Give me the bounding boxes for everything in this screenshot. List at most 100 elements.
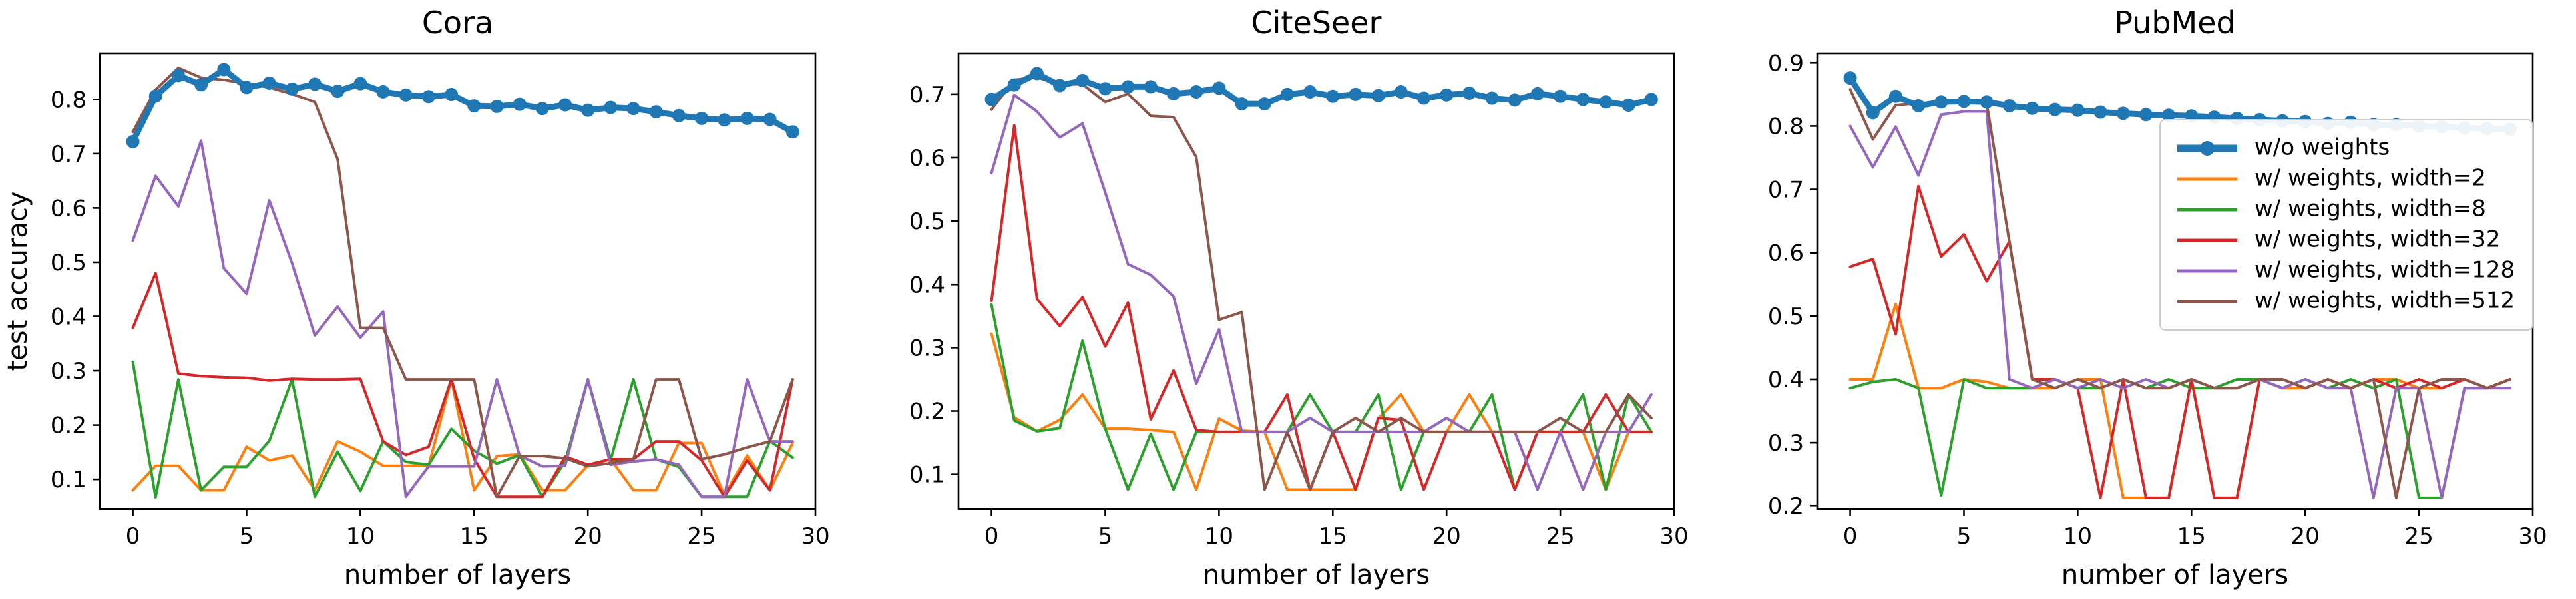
- data-point-marker: [1843, 71, 1857, 85]
- legend-label-1: w/ weights, width=2: [2254, 165, 2486, 192]
- y-tick-label: 0.5: [1768, 303, 1804, 330]
- y-tick-label: 0.4: [51, 304, 87, 331]
- y-tick-label: 0.3: [909, 335, 945, 361]
- data-point-marker: [376, 85, 390, 99]
- series-line-w-weights-width-128: [131, 139, 794, 499]
- series-line-w-weights-width-2: [131, 378, 794, 497]
- y-axis-label: test accuracy: [3, 192, 33, 371]
- y-tick-label: 0.7: [1768, 177, 1804, 204]
- data-point-marker: [126, 134, 140, 148]
- x-tick-label: 0: [984, 523, 999, 550]
- series-line-w-weights-width-128: [990, 93, 1653, 491]
- x-tick-label: 15: [1319, 523, 1347, 550]
- data-point-marker: [513, 97, 527, 111]
- data-point-marker: [1371, 89, 1385, 102]
- x-tick-label: 25: [687, 523, 716, 550]
- x-tick-label: 5: [240, 523, 254, 550]
- data-point-marker: [1394, 85, 1408, 99]
- panel-title: CiteSeer: [1251, 5, 1382, 41]
- data-point-marker: [558, 98, 572, 112]
- x-tick-label: 5: [1098, 523, 1113, 550]
- data-point-marker: [194, 78, 208, 92]
- y-tick-label: 0.6: [51, 195, 87, 222]
- y-tick-label: 0.5: [51, 250, 87, 276]
- data-point-marker: [785, 125, 799, 139]
- data-point-marker: [2048, 102, 2062, 116]
- y-tick-label: 0.4: [1768, 367, 1804, 393]
- y-tick-label: 0.4: [909, 272, 945, 298]
- chart-panel-pubmed: PubMed 0.2 0.3 0.4 0.5 0.6 0.7 0.8 0.9 0 5 10 15 20 25…: [1717, 0, 2576, 599]
- x-tick-label: 0: [1843, 523, 1858, 550]
- data-point-marker: [1644, 93, 1658, 106]
- x-tick-label: 20: [2291, 523, 2320, 550]
- data-point-marker: [2071, 103, 2085, 117]
- data-point-marker: [1326, 89, 1340, 103]
- y-tick-label: 0.8: [1768, 113, 1804, 140]
- data-point-marker: [1053, 79, 1067, 93]
- legend-label-2: w/ weights, width=8: [2254, 196, 2486, 222]
- data-point-marker: [1098, 82, 1112, 96]
- data-point-marker: [2002, 99, 2016, 112]
- legend-label-5: w/ weights, width=512: [2254, 288, 2515, 314]
- data-point-marker: [285, 82, 299, 96]
- y-tick-label: 0.7: [51, 141, 87, 168]
- series-line-w-weights-width-32: [1848, 184, 2511, 499]
- x-tick-label: 30: [2518, 523, 2547, 550]
- data-point-marker: [445, 87, 459, 101]
- data-point-marker: [1167, 87, 1181, 100]
- data-point-marker: [1212, 81, 1226, 95]
- y-tick-label: 0.2: [51, 413, 87, 439]
- panel-title: Cora: [422, 5, 493, 41]
- x-tick-label: 15: [2177, 523, 2206, 550]
- x-tick-label: 0: [126, 523, 140, 550]
- x-axis-label: number of layers: [1203, 560, 1430, 590]
- x-tick-label: 30: [801, 523, 829, 550]
- data-point-marker: [1280, 87, 1294, 101]
- data-point-marker: [1508, 93, 1522, 107]
- data-point-marker: [672, 108, 686, 122]
- data-point-marker: [490, 99, 504, 113]
- data-point-marker: [1485, 91, 1499, 105]
- data-point-marker: [1554, 89, 1568, 103]
- data-point-marker: [353, 77, 367, 91]
- data-point-marker: [2093, 105, 2107, 119]
- legend-marker-0: [2200, 141, 2215, 156]
- series-line-w-weights-width-2: [1848, 302, 2511, 499]
- data-point-marker: [1576, 93, 1590, 106]
- legend-label-3: w/ weights, width=32: [2254, 226, 2501, 253]
- data-point-marker: [1621, 99, 1635, 112]
- y-tick-label: 0.9: [1768, 50, 1804, 77]
- data-point-marker: [1257, 97, 1271, 111]
- data-point-marker: [1440, 88, 1454, 102]
- data-point-marker: [2162, 108, 2176, 122]
- x-tick-label: 10: [346, 523, 375, 550]
- x-tick-label: 25: [2404, 523, 2433, 550]
- data-point-marker: [148, 89, 162, 103]
- y-tick-label: 0.2: [1768, 493, 1804, 520]
- data-point-marker: [1189, 85, 1203, 99]
- data-point-marker: [1530, 87, 1544, 100]
- series-line-w-weights-width-32: [990, 124, 1653, 491]
- data-point-marker: [718, 113, 732, 127]
- panel-title: PubMed: [2114, 5, 2235, 41]
- data-point-marker: [763, 112, 777, 126]
- x-tick-label: 25: [1546, 523, 1574, 550]
- x-tick-label: 5: [1957, 523, 1972, 550]
- axes-frame: [957, 52, 1675, 510]
- data-point-marker: [581, 103, 595, 117]
- data-point-marker: [1912, 99, 1926, 112]
- data-point-marker: [695, 111, 709, 125]
- data-point-marker: [1980, 95, 1994, 109]
- data-point-marker: [467, 99, 481, 113]
- y-tick-label: 0.1: [51, 467, 87, 493]
- axes-frame: [99, 52, 817, 510]
- data-point-marker: [1121, 80, 1135, 94]
- x-axis-label: number of layers: [2061, 560, 2288, 590]
- data-point-marker: [1007, 78, 1021, 92]
- data-point-marker: [1417, 91, 1431, 105]
- plot-area: [984, 67, 1658, 491]
- plot-svg: Cora 0.1 0.2 0.3 0.4 0.5 0.6 0.7 0.8 0 5 10 15 20 25 30…: [3, 5, 830, 590]
- data-point-marker: [1235, 97, 1249, 111]
- y-tick-label: 0.5: [909, 208, 945, 235]
